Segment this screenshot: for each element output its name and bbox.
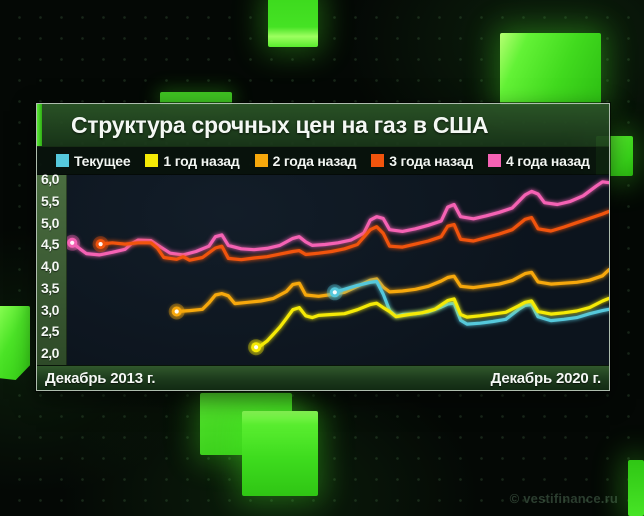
legend-swatch-icon <box>56 154 69 167</box>
series-start-dot-2y-ago <box>168 303 185 320</box>
legend-swatch-icon <box>145 154 159 167</box>
y-axis-label: 3,5 <box>41 279 59 296</box>
glow-cube <box>628 460 644 516</box>
glow-cube <box>160 92 232 105</box>
plot-area <box>67 175 609 365</box>
glow-cube <box>242 411 318 496</box>
series-start-dot-current <box>326 284 343 301</box>
legend-swatch-icon <box>254 154 268 167</box>
legend-label: 4 года назад <box>506 152 590 169</box>
legend-label: 3 года назад <box>389 152 473 169</box>
x-axis-left-label: Декабрь 2013 г. <box>45 369 156 387</box>
y-axis-label: 5,0 <box>41 214 59 231</box>
series-start-dot-1y-ago <box>248 339 265 356</box>
panel-title-bar: Структура срочных цен на газ в США <box>37 104 609 147</box>
watermark: © vestifinance.ru <box>509 491 618 506</box>
x-axis-right-label: Декабрь 2020 г. <box>490 369 602 387</box>
glow-cube <box>500 33 601 105</box>
legend-item-1y-ago: 1 год назад <box>145 152 240 169</box>
y-axis-label: 3,0 <box>41 301 59 318</box>
legend-label: 1 год назад <box>163 152 240 169</box>
legend-item-current: Текущее <box>56 152 131 169</box>
glow-cube <box>0 306 30 380</box>
y-axis-label: 2,5 <box>41 323 59 340</box>
series-line-2y-ago <box>177 270 609 312</box>
legend-item-4y-ago: 4 года назад <box>488 153 590 169</box>
y-axis-label: 6,0 <box>41 171 59 187</box>
legend-swatch-icon <box>488 154 501 167</box>
y-axis-label: 2,0 <box>41 345 59 361</box>
series-start-dot-4y-ago <box>67 234 81 251</box>
glow-cube <box>268 0 318 47</box>
series-line-4y-ago <box>72 182 609 255</box>
series-start-dot-3y-ago <box>92 236 109 253</box>
y-axis-label: 4,0 <box>41 258 59 274</box>
series-line-1y-ago <box>256 298 609 347</box>
y-axis-label: 5,5 <box>41 192 59 209</box>
x-axis: Декабрь 2013 г. Декабрь 2020 г. <box>37 365 609 390</box>
legend-label: Текущее <box>74 152 131 169</box>
y-axis: 6,0 5,5 5,0 4,5 4,0 3,5 3,0 2,5 2,0 <box>37 171 67 365</box>
y-axis-label: 4,5 <box>41 236 59 253</box>
series-line-current <box>335 282 609 325</box>
page-title: Структура срочных цен на газ в США <box>71 111 489 138</box>
plot-row: 6,0 5,5 5,0 4,5 4,0 3,5 3,0 2,5 2,0 <box>37 171 609 365</box>
chart-panel: Структура срочных цен на газ в США Текущ… <box>36 103 610 391</box>
title-accent-bar <box>37 104 42 146</box>
legend-item-2y-ago: 2 года назад <box>254 152 357 169</box>
legend: Текущее 1 год назад 2 года назад 3 года наз… <box>37 147 609 175</box>
chart-lines <box>67 175 609 356</box>
legend-swatch-icon <box>371 154 385 167</box>
legend-item-3y-ago: 3 года назад <box>371 153 473 169</box>
legend-label: 2 года назад <box>272 152 357 169</box>
series-line-3y-ago <box>101 211 609 260</box>
